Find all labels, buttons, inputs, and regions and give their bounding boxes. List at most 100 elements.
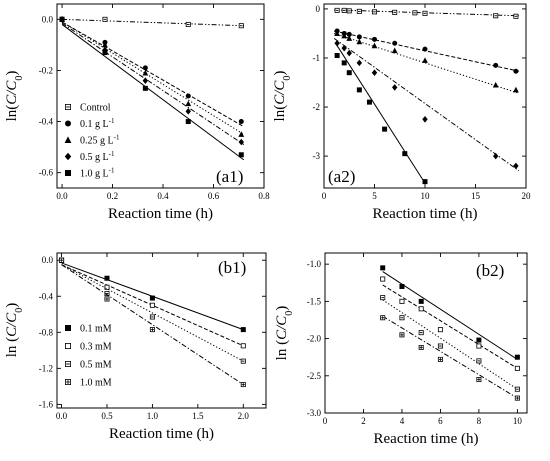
data-point [437, 327, 443, 333]
legend-marker [65, 120, 71, 127]
data-point [240, 343, 246, 349]
data-point [346, 8, 352, 14]
data-point [185, 93, 191, 99]
y-tick-label: -0.4 [39, 291, 54, 301]
y-tick-label: -1 [313, 53, 321, 63]
chart-panel-b2: 0 2 4 6 8 10 -1.0 -1.5 -2.0 -2.5 -3.0 Reaction time… [274, 252, 528, 447]
data-point [142, 69, 149, 76]
data-point [346, 35, 353, 41]
series-fit-line [382, 271, 518, 360]
y-tick-label: -1.5 [307, 296, 322, 306]
panel-label: (a2) [328, 167, 355, 186]
panel-label: (a1) [216, 167, 243, 186]
legend-label: 0.3 mM [80, 342, 112, 353]
data-point [238, 23, 244, 29]
x-tick-label: 0.5 [101, 411, 113, 421]
data-point [149, 314, 155, 320]
x-tick-label: 4 [400, 416, 405, 426]
data-point [422, 46, 428, 52]
legend-label: 0.25 g L-1 [80, 134, 120, 147]
series-3 [380, 315, 520, 401]
x-tick-label: 10 [421, 191, 431, 201]
data-point [493, 62, 499, 68]
data-point [514, 354, 520, 360]
series-fit-line [333, 30, 520, 72]
x-tick-label: 1.5 [192, 411, 204, 421]
y-tick-label: -3 [313, 151, 321, 161]
data-point [437, 343, 443, 349]
plot-frame [56, 3, 265, 189]
data-point [371, 42, 378, 49]
series-2 [380, 295, 520, 392]
legend-label: 0.1 g L-1 [80, 117, 115, 130]
legend-label: 0.5 g L-1 [80, 150, 115, 163]
data-point [142, 77, 149, 84]
series-fit-line [336, 45, 426, 184]
data-point [422, 179, 428, 185]
data-point [513, 162, 519, 170]
series-1 [380, 276, 520, 371]
data-point [59, 257, 65, 263]
data-point [240, 382, 246, 388]
legend-marker [65, 325, 71, 331]
series-0 [334, 7, 519, 19]
legend-marker [65, 360, 72, 367]
x-tick-label: 0.2 [107, 191, 118, 201]
y-tick-label: -0.2 [39, 65, 53, 75]
data-point [476, 377, 482, 383]
data-point [422, 116, 428, 123]
x-tick-label: 15 [471, 191, 481, 201]
y-tick-label: 0.0 [42, 14, 54, 24]
data-point [341, 32, 348, 39]
series-4 [59, 16, 245, 161]
data-point [372, 36, 377, 42]
x-axis-title: Reaction time (h) [374, 431, 479, 447]
data-point [399, 315, 405, 321]
data-point [238, 119, 244, 125]
data-point [513, 68, 519, 74]
series-3 [333, 37, 520, 172]
series-3 [59, 257, 246, 388]
chart-panel-a1: 0.0 0.2 0.4 0.6 0.8 0.0 -0.2 -0.4 -0.6 Reaction t… [4, 3, 270, 222]
data-point [437, 356, 443, 362]
y-axis-title: ln(C/C0) [272, 71, 293, 122]
x-tick-label: 20 [522, 191, 532, 201]
y-tick-label: -1.0 [307, 259, 322, 269]
y-tick-label: 0.0 [42, 255, 54, 265]
data-point [346, 49, 352, 57]
legend-label: 1.0 g L-1 [80, 167, 115, 180]
legend: 0.1 mM 0.3 mM 0.5 mM 1.0 mM [65, 324, 112, 389]
series-fit-line [61, 21, 245, 135]
data-point [104, 284, 110, 290]
data-point [346, 31, 352, 37]
series-fit-line [382, 284, 518, 369]
x-tick-label: 10 [513, 416, 523, 426]
y-tick-label: -1.6 [39, 399, 54, 409]
data-point [402, 151, 408, 157]
data-point [185, 119, 191, 125]
data-point [334, 39, 340, 47]
data-point [476, 343, 482, 349]
data-point [102, 50, 108, 56]
data-point [422, 57, 428, 63]
data-point [380, 276, 386, 282]
y-axis-title: ln (C/C0) [4, 303, 25, 358]
y-tick-label: -0.6 [39, 168, 54, 178]
data-point [391, 47, 398, 54]
data-point [380, 295, 386, 301]
data-point [240, 358, 246, 364]
plot-frame [56, 252, 267, 409]
data-point [341, 44, 347, 52]
data-point [412, 10, 418, 16]
data-point [382, 126, 388, 132]
series-2 [333, 30, 520, 94]
data-point [334, 53, 340, 59]
y-tick-label: -0.8 [39, 327, 54, 337]
data-point [185, 108, 191, 115]
panel-label: (b1) [218, 258, 246, 277]
x-tick-label: 0.0 [56, 191, 68, 201]
data-point [102, 16, 108, 22]
data-point [399, 332, 405, 338]
y-tick-label: -3.0 [307, 408, 322, 418]
data-point [356, 34, 362, 40]
